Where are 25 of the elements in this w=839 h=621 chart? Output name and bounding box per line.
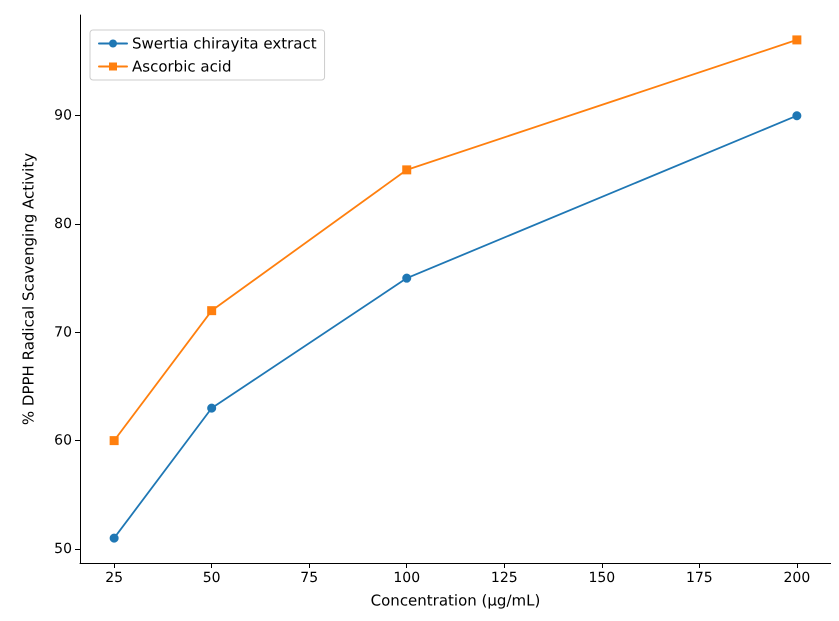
x-tick-label: 50 — [202, 570, 221, 586]
x-tick-label: 200 — [783, 570, 810, 586]
x-tick-label: 125 — [490, 570, 518, 586]
legend-label: Ascorbic acid — [132, 58, 232, 76]
point — [110, 436, 119, 446]
point — [402, 274, 412, 283]
legend-label: Swertia chirayita extract — [132, 34, 317, 52]
point — [207, 306, 216, 316]
x-tick-label: 25 — [105, 570, 124, 586]
x-axis-title: Concentration (µg/mL) — [370, 592, 540, 610]
point — [110, 534, 119, 543]
x-tick-label: 75 — [300, 570, 318, 586]
y-tick-label: 90 — [54, 108, 72, 124]
point — [207, 404, 216, 413]
y-tick-label: 50 — [54, 540, 72, 557]
y-axis-title: % DPPH Radical Scavenging Activity — [20, 152, 38, 426]
point — [402, 165, 412, 174]
y-tick-label: 80 — [54, 216, 72, 232]
x-tick-label: 100 — [393, 570, 420, 586]
x-tick-label: 175 — [686, 570, 713, 586]
y-tick-label: 60 — [54, 432, 72, 449]
x-tick-label: 150 — [588, 570, 616, 586]
y-tick-label: 70 — [54, 324, 72, 340]
point — [792, 111, 802, 120]
point — [792, 35, 802, 44]
